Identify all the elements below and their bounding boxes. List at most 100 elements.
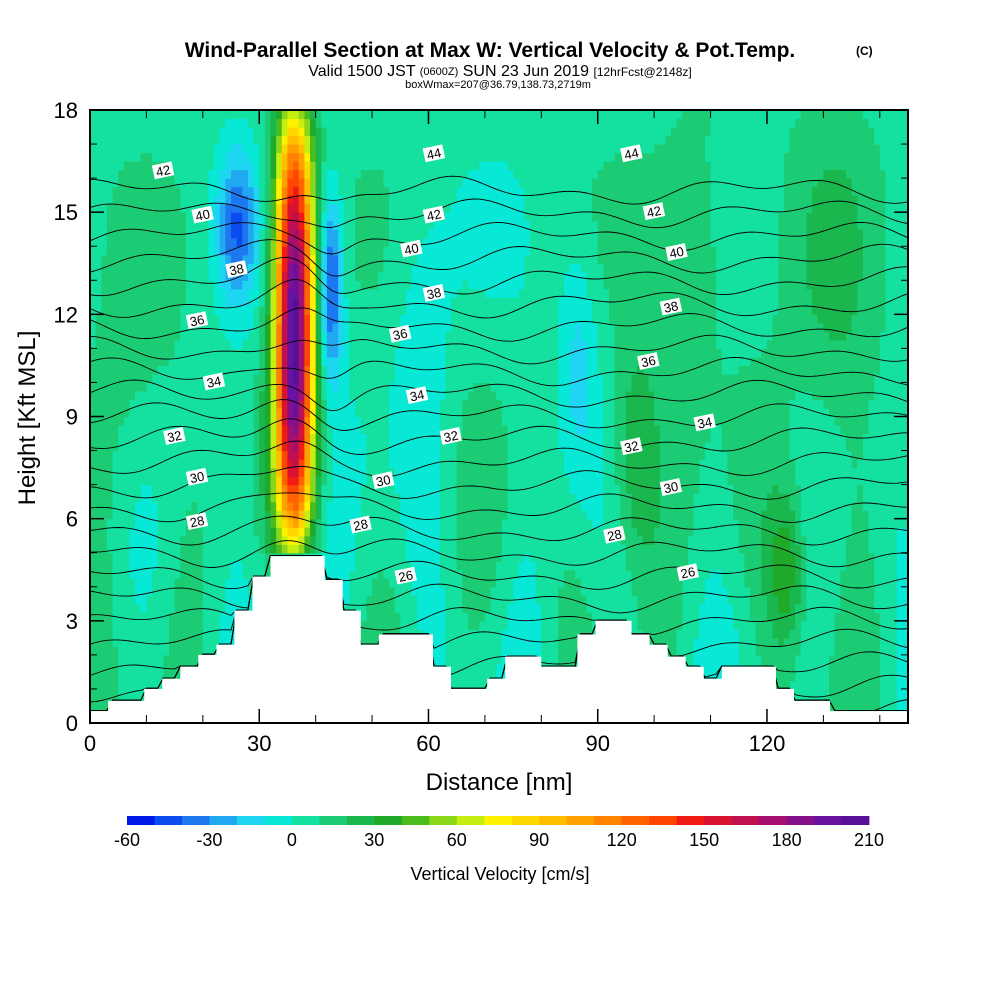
colorbar-swatch [374, 816, 403, 825]
contour-label-box [637, 352, 660, 370]
velocity-cell [733, 518, 740, 630]
velocity-cell [208, 280, 215, 723]
velocity-cell [467, 390, 475, 630]
velocity-cell [247, 161, 255, 188]
velocity-cell [332, 229, 339, 256]
velocity-cell [310, 161, 317, 196]
subtitle-date: SUN 23 Jun 2019 [463, 63, 589, 80]
velocity-cell [874, 373, 881, 613]
theta-contour-31 [90, 515, 908, 546]
velocity-cell [276, 178, 283, 205]
velocity-cell [575, 433, 582, 503]
contour-label-text: 28 [352, 516, 369, 534]
velocity-cell [321, 246, 328, 332]
velocity-cell [276, 118, 283, 137]
velocity-cell [118, 425, 125, 707]
velocity-cell [580, 510, 588, 596]
velocity-cell [174, 186, 181, 341]
theta-contour-36 [90, 399, 908, 431]
velocity-cell [326, 169, 334, 205]
velocity-cell [293, 263, 300, 298]
velocity-cell [592, 220, 599, 324]
velocity-cell [592, 322, 599, 528]
velocity-cell [383, 186, 390, 247]
contour-label-box [349, 515, 372, 534]
velocity-cell [783, 527, 791, 613]
contour-label-text: 34 [408, 387, 425, 405]
velocity-cell [304, 442, 311, 469]
velocity-cell [270, 237, 277, 290]
velocity-cell [524, 220, 531, 256]
velocity-cell [321, 212, 328, 247]
velocity-cell [518, 561, 525, 723]
velocity-cell [298, 510, 305, 520]
contour-label: 44 [620, 144, 643, 163]
velocity-cell [281, 144, 289, 154]
velocity-cell [812, 399, 819, 723]
theta-contour-39 [90, 334, 908, 365]
velocity-cell [310, 195, 317, 256]
velocity-cell [501, 297, 509, 426]
velocity-cell [592, 178, 599, 222]
velocity-cell [219, 110, 226, 128]
velocity-cell [473, 288, 480, 384]
contour-label-box [422, 205, 446, 224]
velocity-cell [885, 110, 892, 723]
colorbar-swatch [209, 816, 238, 825]
velocity-cell [253, 373, 260, 537]
velocity-cell [665, 110, 672, 137]
velocity-cell [845, 178, 853, 332]
velocity-cell [298, 399, 305, 426]
velocity-cell [727, 110, 734, 375]
velocity-cell [281, 450, 289, 469]
velocity-cell [360, 169, 368, 290]
velocity-cell [738, 365, 745, 554]
colorbar-tick-label: 180 [772, 830, 802, 850]
velocity-cell [304, 365, 311, 418]
velocity-cell [783, 152, 791, 494]
velocity-cell [868, 399, 875, 554]
velocity-cell [659, 110, 667, 145]
colorbar-tick-label: 90 [529, 830, 549, 850]
x-tick-label: 30 [247, 731, 271, 756]
velocity-cell [727, 484, 734, 605]
velocity-cell [823, 169, 830, 332]
colorbar-swatch [484, 816, 513, 825]
velocity-cell [507, 297, 514, 605]
velocity-cell [586, 110, 593, 298]
contour-label-text: 40 [194, 206, 211, 224]
velocity-cell [191, 110, 198, 503]
velocity-cell [281, 118, 289, 137]
velocity-cell [338, 356, 345, 630]
velocity-cell [462, 178, 469, 281]
velocity-cell [326, 220, 334, 247]
velocity-cell [247, 288, 255, 332]
velocity-cell [168, 356, 176, 613]
velocity-cell [214, 144, 221, 196]
velocity-cell [840, 433, 847, 571]
velocity-cell [112, 110, 119, 188]
velocity-cell [772, 110, 779, 315]
velocity-cell [225, 152, 232, 179]
velocity-cell [405, 110, 413, 290]
velocity-cell [812, 314, 819, 401]
velocity-cell [231, 144, 238, 171]
velocity-cell [834, 612, 841, 723]
velocity-cell [817, 399, 824, 723]
contour-label-box [400, 239, 423, 258]
velocity-cell [699, 110, 706, 460]
velocity-cell [236, 305, 243, 349]
velocity-cell [298, 135, 305, 145]
velocity-cell [648, 110, 655, 154]
velocity-cell [304, 118, 311, 137]
velocity-cell [795, 110, 802, 120]
velocity-cell [845, 110, 853, 179]
contour-label: 44 [422, 144, 446, 163]
velocity-cell [513, 110, 520, 179]
velocity-cell [501, 518, 509, 630]
velocity-cell [862, 118, 870, 435]
velocity-cell [789, 629, 796, 682]
velocity-cell [439, 220, 447, 401]
velocity-cell [293, 110, 300, 120]
